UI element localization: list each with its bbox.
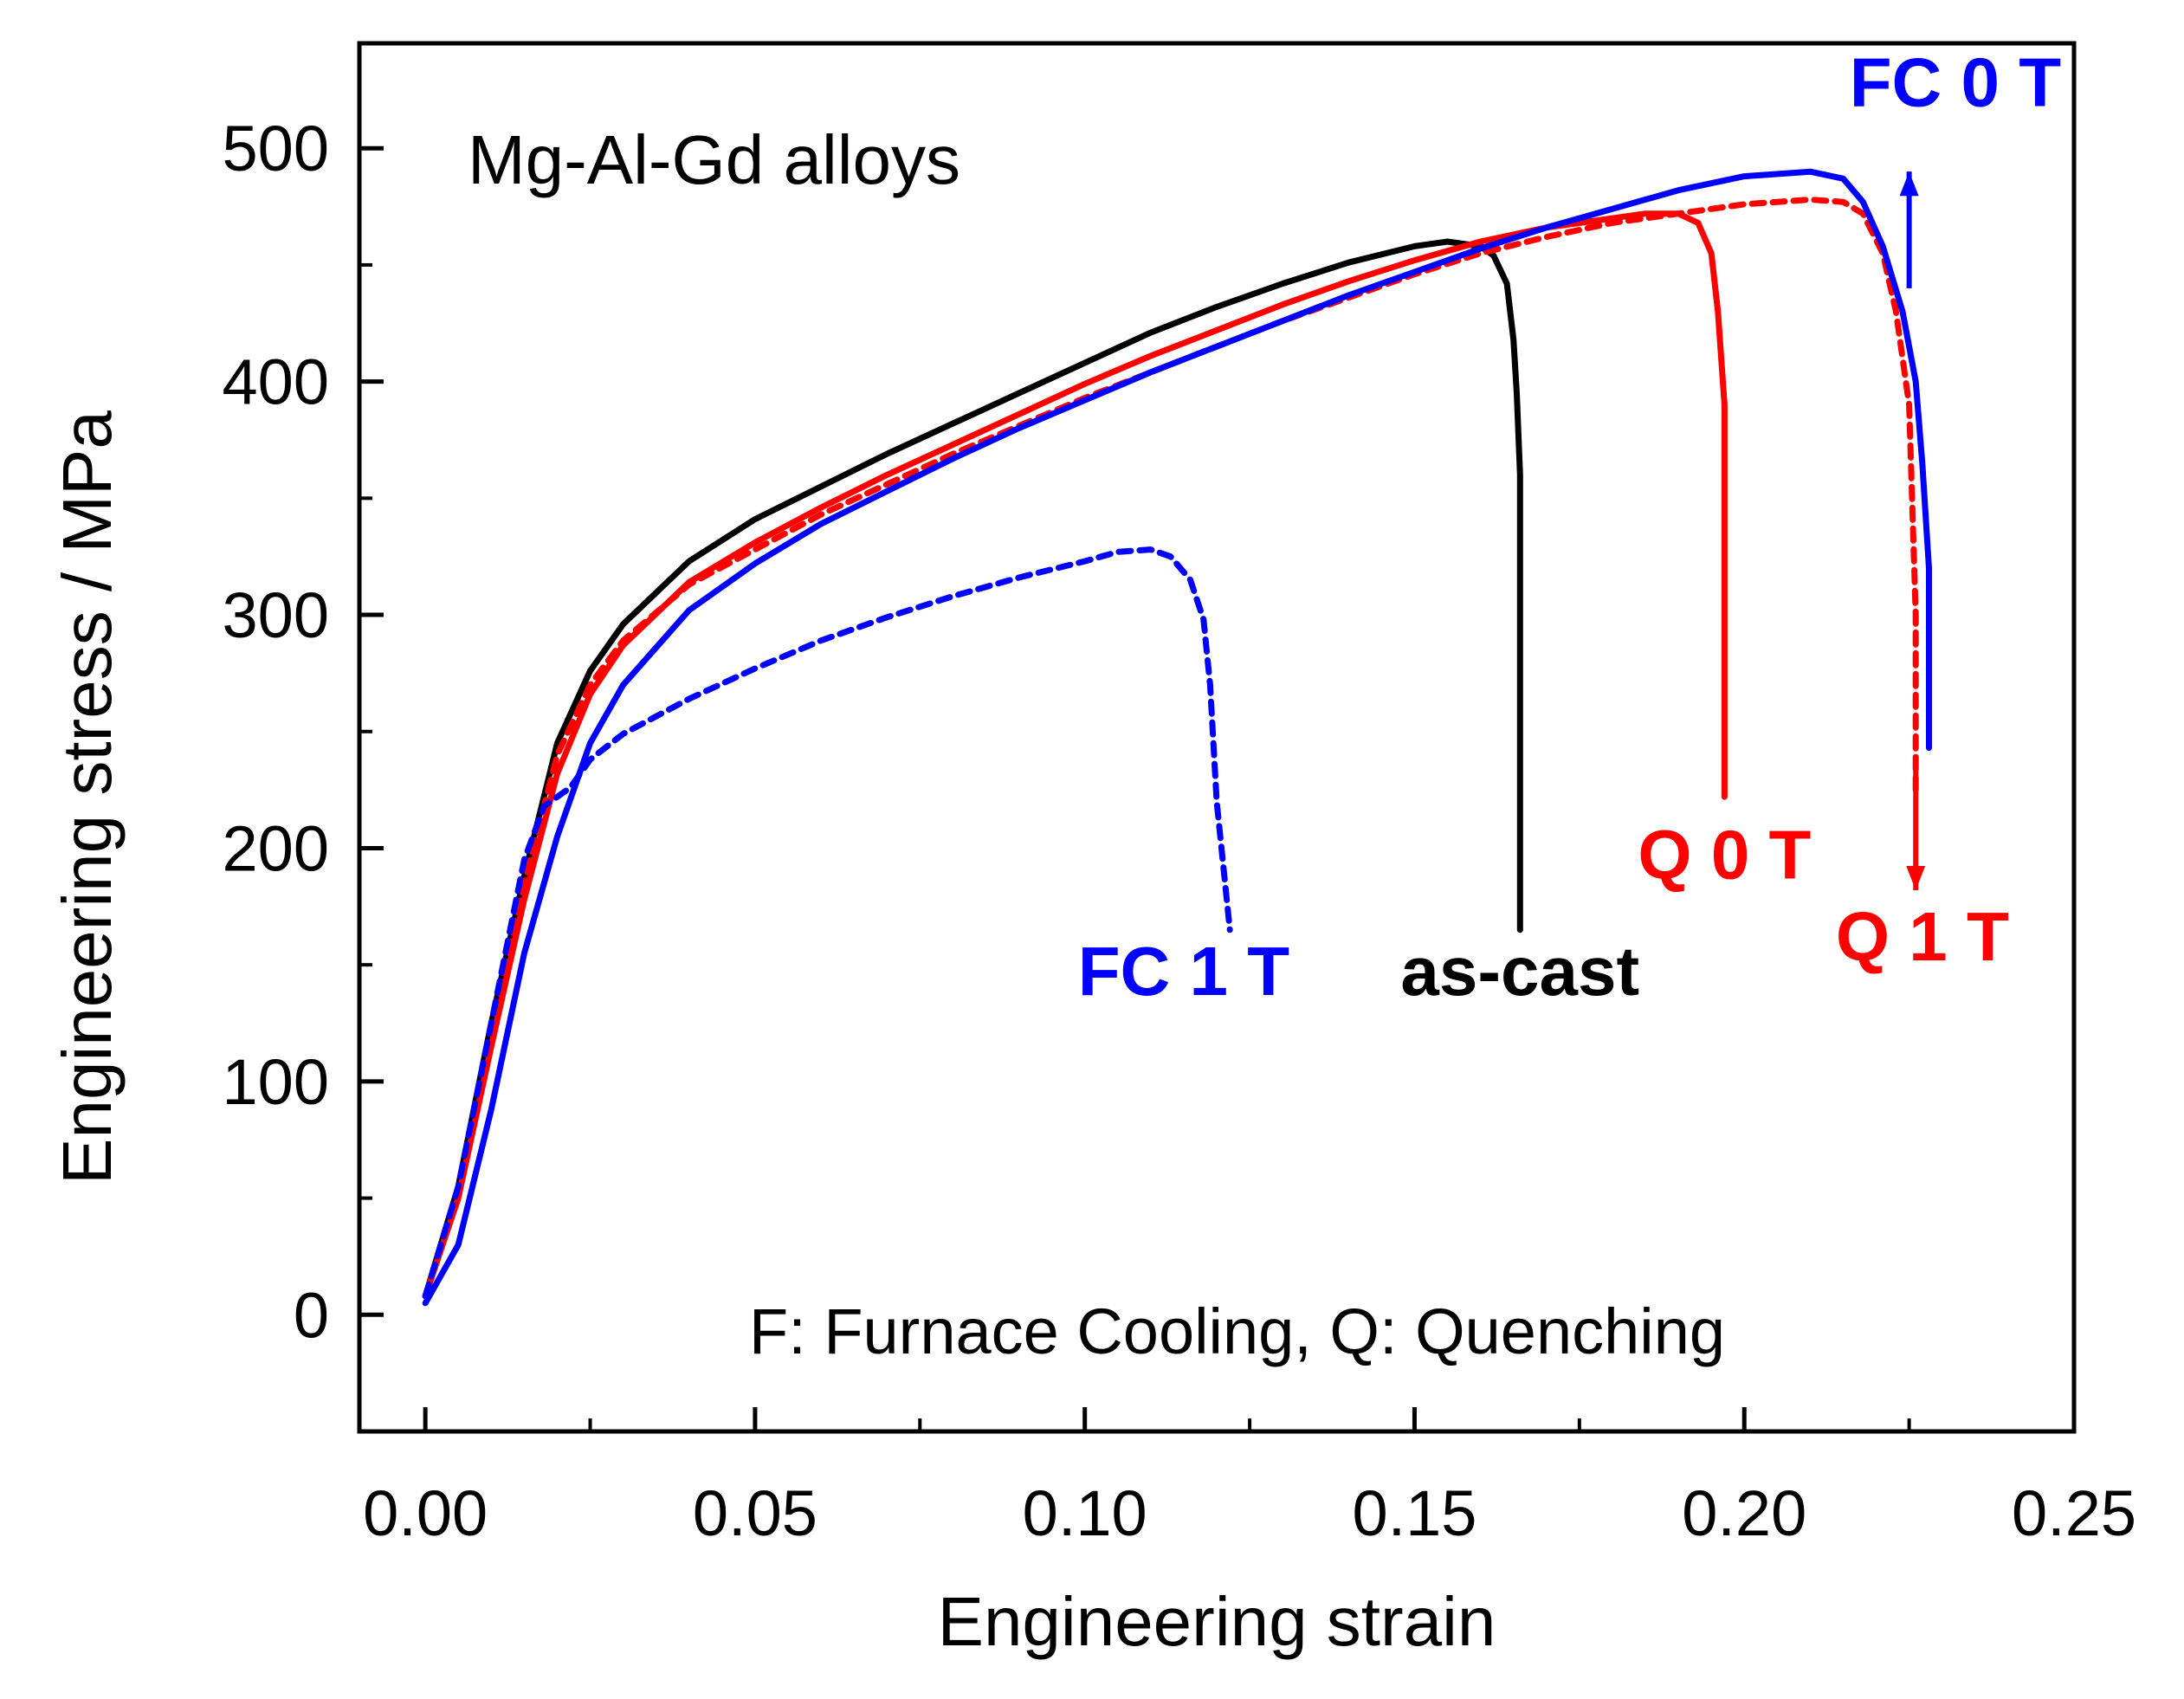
x-tick-label: 0.25 — [2012, 1477, 2136, 1549]
x-tick-label: 0.00 — [363, 1477, 488, 1549]
series-layer — [422, 168, 1932, 1307]
series-label-fc-0-t: FC 0 T — [1850, 44, 2062, 121]
y-tick-label: 300 — [223, 579, 329, 651]
x-tick-label: 0.10 — [1023, 1477, 1147, 1549]
series-label-q-1-t: Q 1 T — [1836, 898, 2009, 975]
series-line-fc-1-t — [422, 546, 1233, 1300]
x-tick-label: 0.05 — [693, 1477, 817, 1549]
series-labels: as-cast Q 0 T Q 1 T FC 0 T FC 1 T — [1078, 44, 2062, 1010]
series-line-q-0-t — [422, 210, 1728, 1300]
x-axis-title: Engineering strain — [938, 1583, 1496, 1660]
plot-frame — [357, 41, 2077, 1434]
arrow-layer — [1899, 171, 1926, 890]
y-axis-title: Engineering stress / MPa — [48, 410, 126, 1185]
arrow-head-q-1-t — [1906, 866, 1926, 890]
series-label-as-cast: as-cast — [1400, 933, 1639, 1010]
series-line-fc-0-t — [422, 168, 1932, 1307]
y-tick-label: 0 — [294, 1279, 329, 1351]
series-line-as-cast — [422, 238, 1523, 1300]
x-tick-labels: 0.00 0.05 0.10 0.15 0.20 0.25 — [363, 1477, 2136, 1549]
y-tick-label: 100 — [223, 1046, 329, 1118]
y-tick-label: 500 — [223, 113, 329, 184]
y-tick-labels: 0 100 200 300 400 500 — [223, 113, 329, 1351]
arrow-head-fc-0-t — [1899, 171, 1919, 197]
y-tick-label: 200 — [223, 812, 329, 884]
chart-title: Mg-Al-Gd alloys — [468, 121, 960, 198]
legend-annotation: F: Furnace Cooling, Q: Quenching — [749, 1295, 1725, 1367]
x-tick-label: 0.15 — [1352, 1477, 1476, 1549]
y-tick-label: 400 — [223, 346, 329, 418]
series-label-q-0-t: Q 0 T — [1638, 816, 1811, 893]
series-label-fc-1-t: FC 1 T — [1078, 933, 1290, 1010]
x-tick-label: 0.20 — [1682, 1477, 1806, 1549]
